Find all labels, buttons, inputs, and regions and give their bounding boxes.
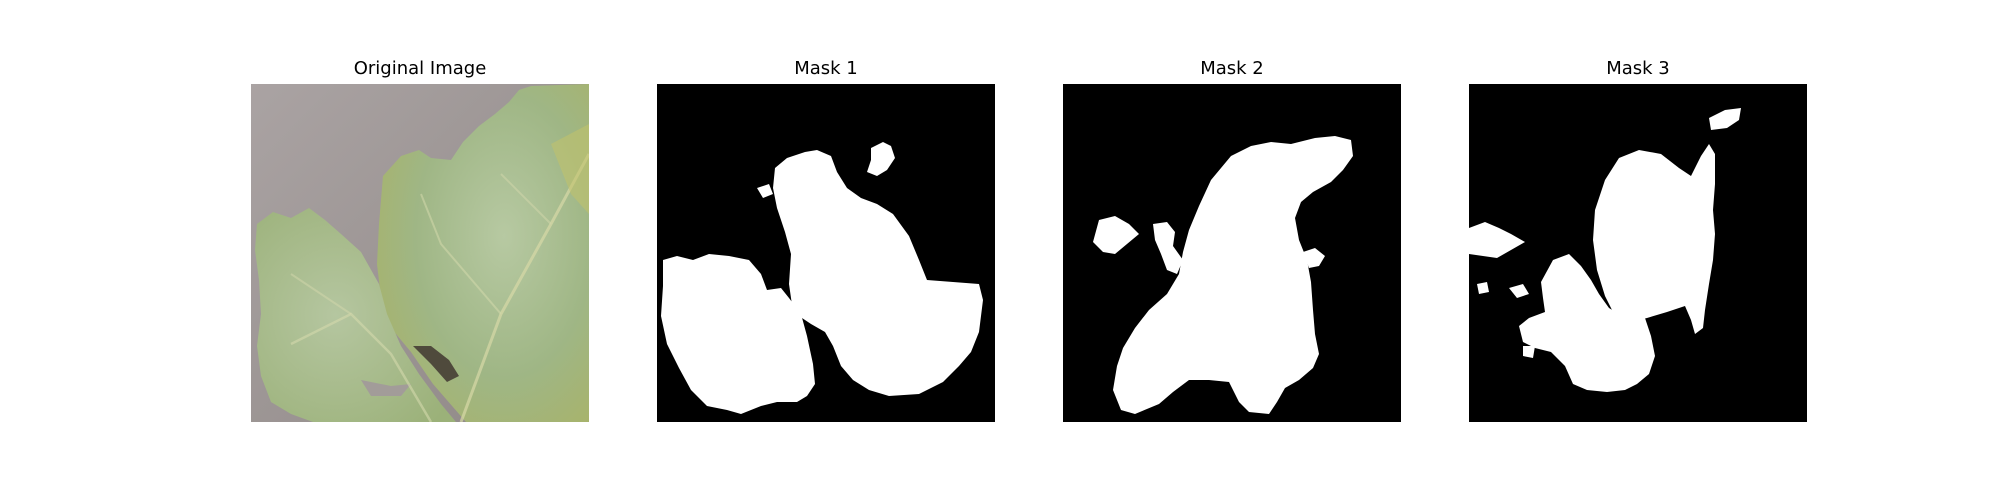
mask-3-island-small-2 (1477, 282, 1489, 294)
leaf-left-lobe (255, 208, 456, 422)
panel-title-mask-3: Mask 3 (1606, 58, 1670, 79)
leaf-edge-yellow (551, 124, 589, 214)
mask-3-svg (1469, 84, 1807, 422)
leaf-vein-branch-2 (500, 173, 552, 225)
mask-1-center-fill (793, 280, 933, 344)
mask-2-island-right (1303, 248, 1325, 268)
mask-1-island-small (757, 184, 773, 198)
mask-3-upper-blob (1593, 144, 1715, 334)
original-image (251, 84, 589, 422)
mask-3-image (1469, 84, 1807, 422)
mask-2-main-blob (1113, 136, 1353, 414)
mask-3-island-small-3 (1523, 346, 1535, 358)
leaf-photo (251, 84, 589, 422)
mask-1-svg (657, 84, 995, 422)
panel-title-mask-2: Mask 2 (1200, 58, 1264, 79)
leaf-vein-left (290, 312, 433, 422)
mask-3-lower-blob (1519, 254, 1655, 392)
mask-1-image (657, 84, 995, 422)
mask-2-island-left (1093, 216, 1139, 254)
mask-2-svg (1063, 84, 1401, 422)
mask-3-island-top (1709, 108, 1741, 130)
mask-2-island-mid (1153, 222, 1183, 274)
panel-title-mask-1: Mask 1 (794, 58, 858, 79)
leaf-vein-branch (420, 193, 502, 315)
leaf-gap-shadow (413, 346, 459, 382)
mask-3-island-small-1 (1509, 284, 1529, 298)
leaf-vein-branch-3 (290, 273, 352, 315)
mask-1-right-blob (773, 150, 983, 396)
mask-1-left-blob (661, 254, 815, 414)
mask-2-image (1063, 84, 1401, 422)
mask-2-island-small (1263, 228, 1275, 238)
leaf-right-lobe (377, 84, 589, 422)
mask-3-island-left (1469, 222, 1525, 258)
leaf-bottom-gap (361, 380, 411, 396)
mask-1-island-top (867, 142, 895, 176)
panel-title-original-image: Original Image (353, 58, 487, 79)
